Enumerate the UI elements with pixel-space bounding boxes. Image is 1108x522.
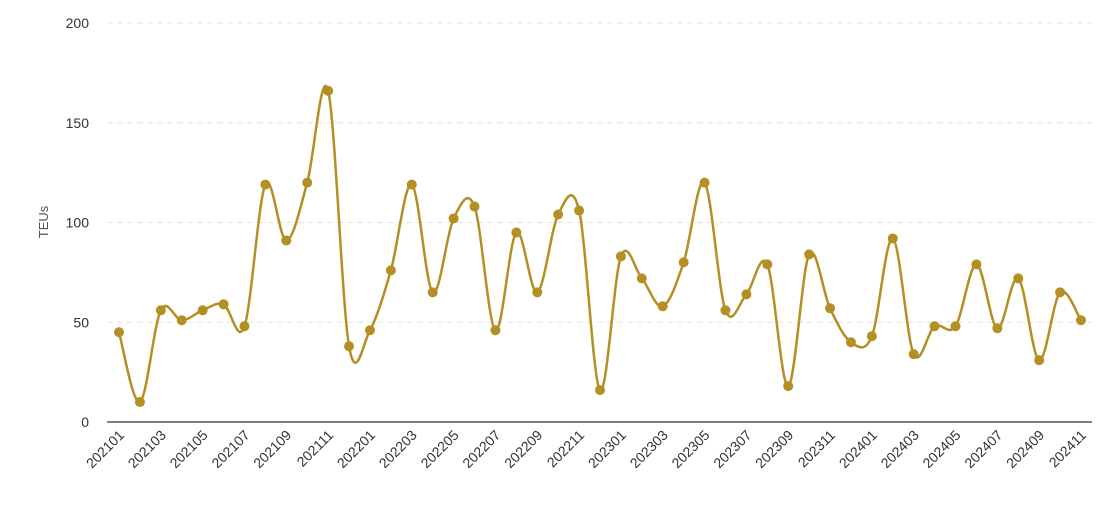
data-point-202306[interactable] (720, 305, 731, 316)
x-tick-label: 202411 (1046, 427, 1090, 471)
x-tick-label: 202407 (961, 427, 1005, 471)
x-tick-label: 202109 (250, 427, 294, 471)
grid-lines (107, 22, 1092, 323)
x-tick-label: 202309 (752, 427, 796, 471)
x-tick-label: 202311 (795, 427, 839, 471)
data-point-202303[interactable] (657, 301, 668, 312)
y-tick-label: 0 (81, 414, 89, 430)
x-tick-label: 202103 (125, 427, 169, 471)
data-point-202207[interactable] (490, 325, 501, 336)
data-point-202204[interactable] (427, 287, 438, 298)
y-tick-label: 100 (66, 215, 90, 231)
data-point-202401[interactable] (866, 331, 877, 342)
x-tick-label: 202207 (459, 427, 503, 471)
data-point-202405[interactable] (950, 321, 961, 332)
data-point-202311[interactable] (825, 303, 836, 314)
series-line (117, 84, 1083, 404)
x-tick-label: 202211 (544, 427, 588, 471)
data-point-202403[interactable] (908, 349, 919, 360)
data-point-202304[interactable] (678, 257, 689, 268)
data-point-202210[interactable] (553, 209, 564, 220)
data-point-202206[interactable] (469, 201, 480, 212)
data-point-202410[interactable] (1055, 287, 1066, 298)
data-point-202208[interactable] (511, 227, 522, 238)
data-point-202102[interactable] (134, 397, 145, 408)
data-point-202307[interactable] (741, 289, 752, 300)
x-tick-label: 202107 (208, 427, 252, 471)
data-point-202406[interactable] (971, 259, 982, 270)
x-tick-label: 202301 (585, 427, 629, 471)
data-point-202407[interactable] (992, 323, 1003, 334)
x-tick-label: 202201 (334, 427, 378, 471)
data-point-202305[interactable] (699, 177, 710, 188)
data-point-202301[interactable] (615, 251, 626, 262)
x-tick-label: 202111 (293, 427, 336, 470)
data-point-202108[interactable] (260, 179, 271, 190)
data-point-202411[interactable] (1076, 315, 1086, 326)
y-axis: 0 50 100 150 200 (66, 15, 90, 430)
x-tick-label: 202405 (919, 427, 963, 471)
data-point-202203[interactable] (406, 179, 417, 190)
data-point-202101[interactable] (114, 327, 124, 338)
data-point-202211[interactable] (574, 205, 585, 216)
x-axis: 2021012021032021052021072021092021112022… (83, 421, 1092, 471)
data-point-202409[interactable] (1034, 355, 1045, 366)
data-point-202104[interactable] (176, 315, 187, 326)
data-point-202402[interactable] (887, 233, 898, 244)
x-tick-label: 202209 (501, 427, 545, 471)
data-point-202408[interactable] (1013, 273, 1024, 284)
series-layer (114, 84, 1086, 408)
data-point-202107[interactable] (239, 321, 250, 332)
y-axis-label: TEUs (36, 205, 51, 238)
data-point-202111[interactable] (323, 85, 334, 96)
x-tick-label: 202305 (668, 427, 712, 471)
data-point-202404[interactable] (929, 321, 940, 332)
data-point-202112[interactable] (344, 341, 355, 352)
x-tick-label: 202303 (627, 427, 671, 471)
x-tick-label: 202205 (417, 427, 461, 471)
data-point-202110[interactable] (302, 177, 313, 188)
data-point-202310[interactable] (804, 249, 815, 260)
data-point-202105[interactable] (197, 305, 208, 316)
x-tick-label: 202403 (877, 427, 921, 471)
data-point-202302[interactable] (636, 273, 647, 284)
data-point-202109[interactable] (281, 235, 292, 246)
data-point-202308[interactable] (762, 259, 773, 270)
data-point-202103[interactable] (155, 305, 166, 316)
data-point-202309[interactable] (783, 381, 794, 392)
y-tick-label: 200 (66, 15, 90, 31)
x-tick-label: 202307 (710, 427, 754, 471)
x-tick-label: 202203 (376, 427, 420, 471)
x-tick-label: 202101 (83, 427, 127, 471)
data-point-202209[interactable] (532, 287, 543, 298)
data-point-202212[interactable] (595, 385, 605, 396)
x-tick-label: 202401 (836, 427, 880, 471)
data-point-202202[interactable] (385, 265, 396, 276)
x-tick-label: 202409 (1003, 427, 1047, 471)
x-tick-label: 202105 (166, 427, 210, 471)
data-point-202201[interactable] (364, 325, 375, 336)
y-tick-label: 150 (66, 115, 90, 131)
data-point-202312[interactable] (845, 337, 856, 348)
y-tick-label: 50 (73, 314, 89, 330)
data-point-202205[interactable] (448, 213, 459, 224)
data-point-202106[interactable] (218, 299, 229, 310)
